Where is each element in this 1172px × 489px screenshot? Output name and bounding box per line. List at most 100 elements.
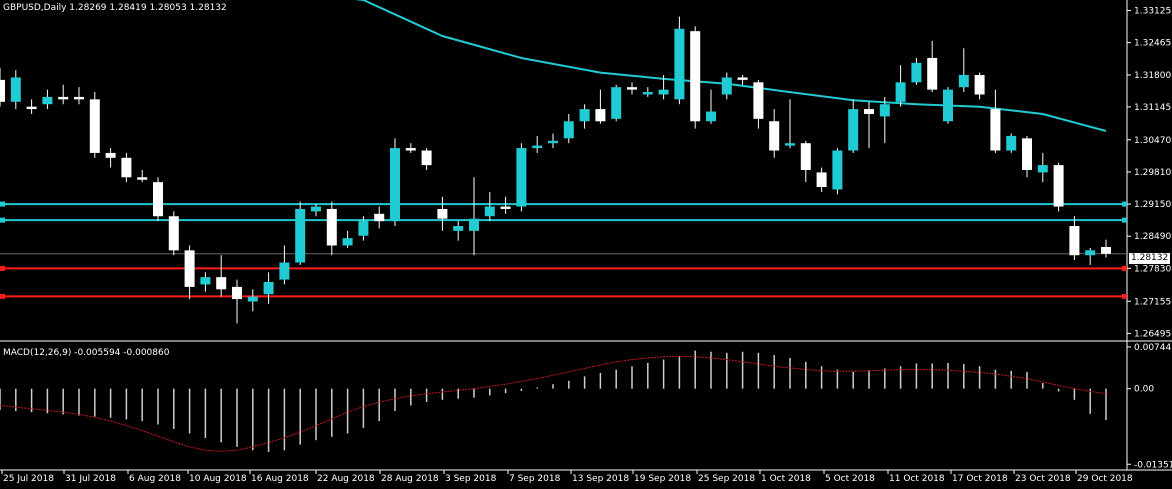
red-level-handle-right — [1122, 293, 1127, 299]
price-tick-label: 1.29150 — [1134, 200, 1171, 210]
bull-candle — [911, 62, 922, 83]
bull-candle — [469, 218, 479, 231]
bull-candle — [10, 77, 21, 102]
bear-candle — [1101, 246, 1111, 254]
bull-candle — [879, 104, 890, 117]
date-label: 17 Oct 2018 — [952, 474, 1008, 484]
bull-candle — [453, 226, 464, 231]
bear-candle — [89, 99, 100, 153]
date-label: 5 Oct 2018 — [825, 474, 875, 484]
cyan-level-handle-right — [1122, 201, 1127, 207]
bear-candle — [627, 87, 637, 90]
bear-candle — [769, 121, 780, 151]
macd-signal-line — [0, 355, 1107, 452]
bear-candle — [1022, 138, 1032, 170]
bear-candle — [232, 286, 242, 300]
price-tick-label: 1.26495 — [1134, 329, 1171, 339]
price-tick-label: 1.32465 — [1134, 39, 1171, 49]
bull-candle — [706, 111, 716, 122]
price-tick-label: 1.28490 — [1134, 232, 1171, 242]
bear-candle — [816, 172, 827, 188]
bear-candle — [1053, 165, 1064, 207]
bull-candle — [848, 109, 859, 151]
macd-tick-label: 0.007443 — [1134, 343, 1172, 353]
bear-candle — [990, 109, 1001, 151]
bear-candle — [1069, 226, 1080, 256]
bull-candle — [579, 109, 590, 122]
macd-title: MACD(12,26,9) -0.005594 -0.000860 — [3, 348, 170, 358]
date-label: 6 Aug 2018 — [129, 474, 181, 484]
bear-candle — [864, 109, 874, 114]
bull-candle — [642, 92, 653, 95]
date-label: 16 Aug 2018 — [251, 474, 309, 484]
bull-candle — [279, 262, 290, 280]
bear-candle — [374, 213, 385, 222]
date-label: 11 Oct 2018 — [889, 474, 945, 484]
bull-candle — [532, 145, 543, 149]
bull-candle — [342, 238, 353, 246]
bear-candle — [437, 208, 448, 219]
bear-candle — [105, 152, 116, 158]
bear-candle — [121, 157, 132, 178]
bear-candle — [927, 57, 938, 90]
date-label: 19 Sep 2018 — [634, 474, 691, 484]
bull-candle — [484, 206, 495, 217]
bear-candle — [800, 143, 811, 170]
bull-candle — [832, 150, 843, 190]
bull-candle — [895, 82, 906, 102]
bull-candle — [311, 206, 321, 212]
price-tick-label: 1.31145 — [1134, 103, 1171, 113]
price-tick-label: 1.27830 — [1134, 264, 1171, 274]
bear-candle — [184, 250, 195, 287]
bull-candle — [295, 208, 306, 263]
bull-candle — [658, 89, 669, 95]
bear-candle — [753, 82, 764, 119]
bear-candle — [595, 109, 606, 122]
red-level-handle-left — [0, 265, 5, 271]
red-level-handle-left — [0, 293, 5, 299]
bear-candle — [26, 106, 37, 110]
date-label: 25 Sep 2018 — [698, 474, 755, 484]
bull-candle — [1037, 165, 1048, 173]
bear-candle — [405, 148, 416, 151]
bull-candle — [358, 221, 369, 236]
bull-candle — [200, 277, 211, 285]
cyan-level-handle-left — [0, 217, 5, 223]
price-tick-label: 1.33125 — [1134, 6, 1171, 16]
date-label: 31 Jul 2018 — [65, 474, 116, 484]
bull-candle — [611, 87, 622, 119]
price-tick-label: 1.29810 — [1134, 168, 1171, 178]
price-tick-label: 1.30470 — [1134, 136, 1171, 146]
bear-candle — [326, 208, 337, 246]
date-label: 3 Sep 2018 — [445, 474, 497, 484]
bear-candle — [168, 216, 179, 251]
price-tick-label: 1.31800 — [1134, 71, 1171, 81]
bear-candle — [74, 96, 84, 100]
bull-candle — [516, 148, 527, 207]
date-label: 28 Aug 2018 — [381, 474, 439, 484]
cyan-level-handle-left — [0, 201, 5, 207]
price-tick-label: 1.27155 — [1134, 297, 1171, 307]
bear-candle — [974, 75, 985, 95]
red-level-handle-right — [1122, 265, 1127, 271]
bull-candle — [1085, 250, 1096, 256]
cyan-level-handle-right — [1122, 217, 1127, 223]
bear-candle — [421, 150, 432, 166]
bull-candle — [674, 28, 685, 100]
bear-candle — [500, 206, 511, 209]
bull-candle — [721, 77, 732, 95]
bear-candle — [58, 96, 69, 100]
bull-candle — [247, 296, 258, 302]
bear-candle — [737, 77, 748, 80]
bear-candle — [137, 177, 148, 180]
current-price-badge: 1.28132 — [1129, 253, 1170, 264]
date-label: 22 Aug 2018 — [317, 474, 375, 484]
bull-candle — [390, 148, 400, 222]
bull-candle — [1006, 135, 1017, 151]
date-label: 10 Aug 2018 — [189, 474, 247, 484]
date-label: 1 Oct 2018 — [761, 474, 811, 484]
bull-candle — [263, 282, 274, 295]
date-label: 29 Oct 2018 — [1077, 474, 1133, 484]
macd-tick-label: 0.00 — [1134, 385, 1154, 395]
bear-candle — [153, 182, 163, 217]
